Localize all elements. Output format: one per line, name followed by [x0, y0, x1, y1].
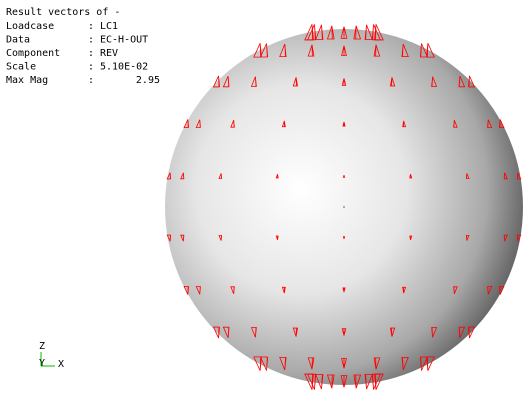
info-sep: :	[88, 62, 94, 73]
info-label: Data	[6, 35, 30, 46]
vector-glyph	[343, 237, 344, 239]
vector-glyph	[343, 175, 344, 177]
info-value: 5.10E-02	[100, 62, 148, 73]
info-label: Component	[6, 48, 60, 59]
z-label: Z	[39, 341, 45, 352]
info-label: Max Mag	[6, 75, 48, 86]
info-sep: :	[88, 75, 94, 86]
y-label: Y	[39, 358, 45, 369]
info-value: REV	[100, 48, 118, 59]
info-panel: Loadcase: LC1 Data: EC-H-OUT Component: REV Sc…	[6, 21, 160, 86]
info-label: Scale	[6, 62, 36, 73]
info-sep: :	[88, 48, 94, 59]
info-value: LC1	[100, 21, 118, 32]
info-label: Loadcase	[6, 21, 54, 32]
info-sep: :	[88, 35, 94, 46]
axis-triad: Z Y X	[39, 341, 64, 370]
info-value: EC-H-OUT	[100, 35, 148, 46]
info-value: 2.95	[136, 75, 160, 86]
info-sep: :	[88, 21, 94, 32]
x-label: X	[58, 359, 64, 370]
viewport: Result vectors of - Loadcase: LC1 Data: EC-…	[0, 0, 523, 396]
center-point	[343, 206, 344, 207]
title: Result vectors of -	[6, 7, 120, 18]
